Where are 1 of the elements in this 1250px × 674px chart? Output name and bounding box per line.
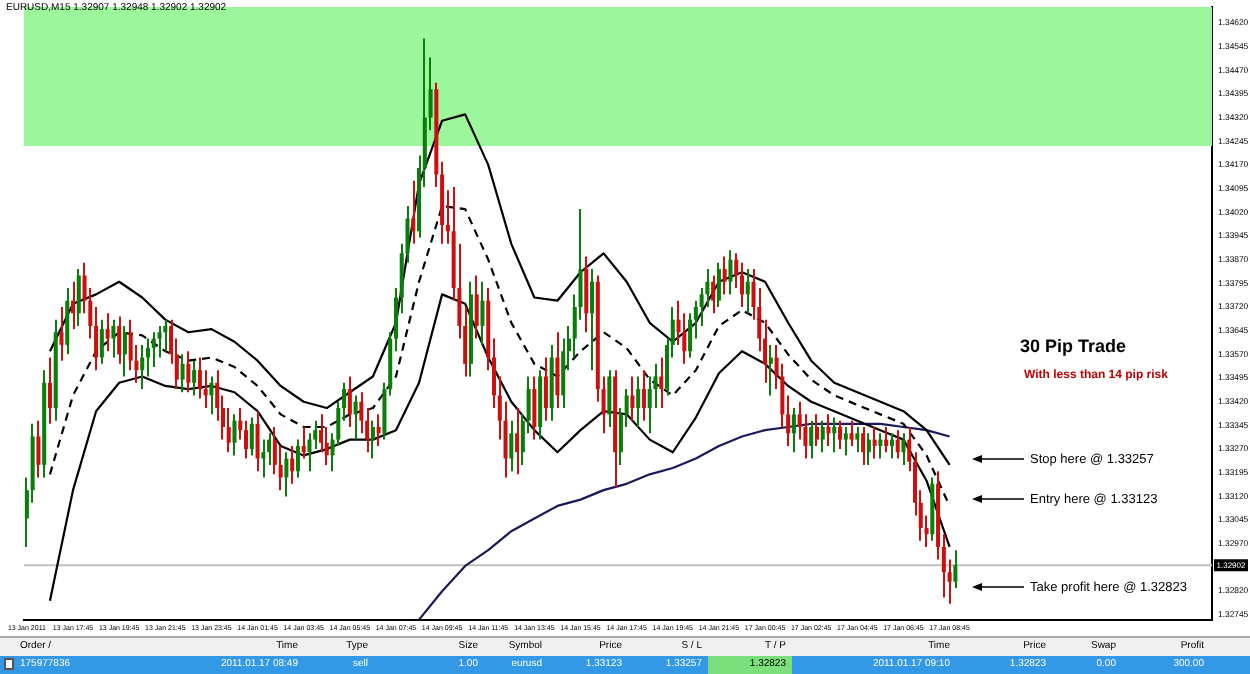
annotation: 30 Pip Trade [1020,336,1127,357]
